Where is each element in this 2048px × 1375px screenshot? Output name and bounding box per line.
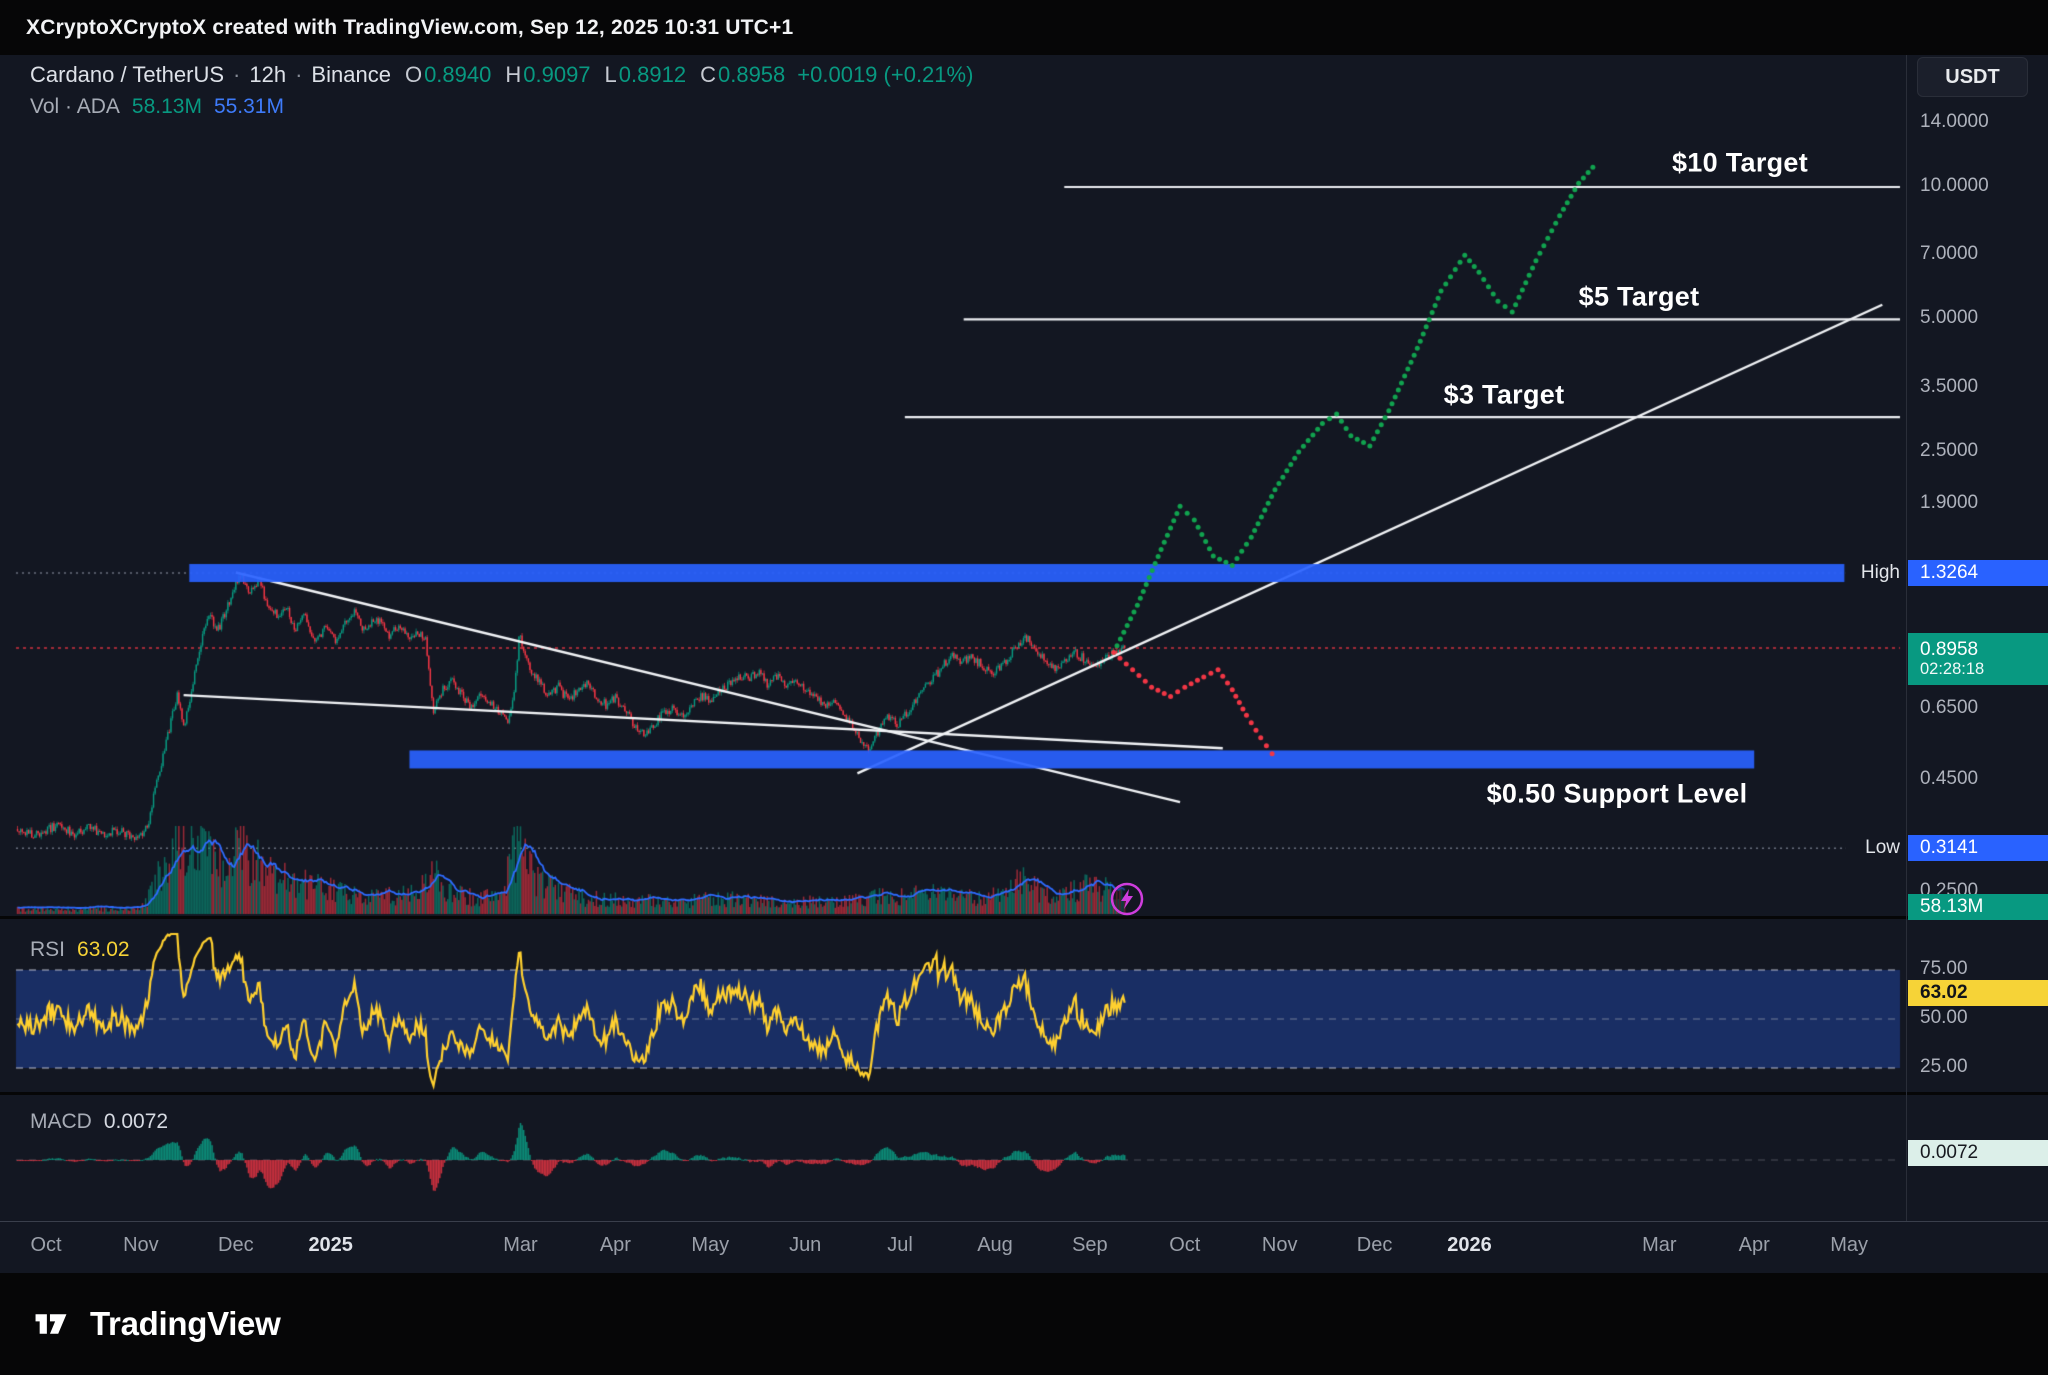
last-price-value: 0.8958 — [1920, 639, 1979, 661]
separator-dot: · — [233, 62, 241, 87]
rsi-legend[interactable]: RSI 63.02 — [30, 938, 130, 962]
ohlc-open: O0.8940 — [405, 62, 491, 88]
close-value: 0.8958 — [717, 62, 786, 87]
macd-legend[interactable]: MACD 0.0072 — [30, 1110, 168, 1134]
last-price-badge: 0.8958 02:28:18 — [1908, 633, 2048, 686]
macd-value: 0.0072 — [103, 1110, 169, 1133]
open-value: 0.8940 — [424, 62, 492, 87]
price-change: +0.0019 (+0.21%) — [797, 62, 974, 87]
ohlc-low: L0.8912 — [605, 62, 687, 88]
macd-title: MACD — [30, 1110, 92, 1133]
time-axis-label: May — [1830, 1234, 1868, 1256]
rsi-axis-label: 75.00 — [1920, 958, 1968, 979]
interval[interactable]: 12h — [249, 62, 287, 87]
time-axis-label: Apr — [1738, 1234, 1770, 1256]
footer-bar: TradingView — [0, 1273, 2048, 1375]
separator-dot: · — [295, 62, 303, 87]
target-5-annotation: $5 Target — [1578, 281, 1700, 312]
pane-separator[interactable] — [0, 1092, 2048, 1095]
price-axis-label: 3.5000 — [1920, 375, 1979, 397]
rsi-axis-label: 50.00 — [1920, 1007, 1968, 1028]
price-axis-label: 0.4500 — [1920, 767, 1979, 789]
price-axis-label: 7.0000 — [1920, 243, 1979, 265]
low-price-line-label: Low — [1846, 833, 1904, 864]
lightning-marker-icon — [1109, 881, 1145, 922]
target-10-annotation: $10 Target — [1671, 147, 1809, 178]
rsi-value-badge: 63.02 — [1908, 980, 2048, 1007]
time-axis-label: Mar — [1642, 1234, 1677, 1256]
price-axis-label: 5.0000 — [1920, 307, 1979, 329]
time-axis-label: Sep — [1072, 1234, 1108, 1256]
time-axis-label: Dec — [218, 1234, 254, 1256]
target-3-annotation: $3 Target — [1443, 379, 1565, 410]
time-axis-label: Oct — [30, 1234, 62, 1256]
axis-border — [1906, 55, 1907, 1221]
tradingview-wordmark: TradingView — [90, 1305, 281, 1342]
time-axis-label: Aug — [977, 1234, 1013, 1256]
attribution-bar: XCryptoXCryptoX created with TradingView… — [0, 0, 2048, 55]
high-price-line-label: High — [1846, 558, 1904, 589]
time-axis-label: Jul — [887, 1234, 913, 1256]
close-label: C — [700, 62, 716, 87]
price-axis-label: 0.6500 — [1920, 697, 1979, 719]
time-axis-label: Nov — [1261, 1234, 1298, 1256]
ohlc-close: C0.8958 — [700, 62, 785, 88]
support-level-annotation: $0.50 Support Level — [1486, 778, 1748, 809]
open-label: O — [404, 62, 423, 87]
time-axis-label: Mar — [503, 1234, 538, 1256]
low-price-badge: 0.3141 — [1908, 835, 2048, 862]
low-label: L — [604, 62, 617, 87]
rsi-value: 63.02 — [77, 938, 130, 961]
price-axis-label: 2.5000 — [1920, 439, 1979, 461]
tradingview-logo-icon — [35, 1314, 67, 1334]
volume-badge: 58.13M — [1908, 894, 2048, 920]
time-axis-label: Oct — [1169, 1234, 1201, 1256]
exchange[interactable]: Binance — [311, 62, 391, 87]
time-axis-label: Nov — [123, 1234, 159, 1256]
time-axis-label: Apr — [599, 1234, 631, 1256]
volume-row: Vol · ADA 58.13M 55.31M — [30, 95, 973, 119]
high-label: H — [505, 62, 522, 87]
pane-separator[interactable] — [0, 916, 2048, 919]
symbol-row: Cardano / TetherUS · 12h · Binance O0.89… — [30, 62, 973, 88]
volume-ma-value: 55.31M — [213, 95, 284, 118]
high-value: 0.9097 — [523, 62, 591, 87]
price-axis-label: 1.9000 — [1920, 492, 1979, 514]
rsi-axis-label: 25.00 — [1920, 1056, 1968, 1077]
price-axis-label: 14.0000 — [1920, 110, 1989, 132]
tradingview-logo[interactable]: TradingView — [28, 1305, 281, 1343]
low-value: 0.8912 — [618, 62, 687, 87]
time-axis-label: 2025 — [308, 1234, 353, 1256]
currency-toggle-button[interactable]: USDT — [1917, 57, 2028, 97]
attribution-text: XCryptoXCryptoX created with TradingView… — [26, 15, 794, 39]
candle-countdown: 02:28:18 — [1920, 660, 1985, 679]
macd-value-badge: 0.0072 — [1908, 1140, 2048, 1167]
time-axis-label: Jun — [789, 1234, 822, 1256]
ohlc-high: H0.9097 — [505, 62, 590, 88]
volume-label[interactable]: Vol · ADA — [30, 95, 120, 118]
time-axis-label: Dec — [1356, 1234, 1393, 1256]
time-axis-label: May — [691, 1234, 730, 1256]
price-axis-label: 10.0000 — [1920, 175, 1989, 196]
time-axis-label: 2026 — [1447, 1234, 1492, 1256]
volume-value: 58.13M — [131, 95, 202, 118]
rsi-title: RSI — [30, 938, 66, 961]
chart-legend: Cardano / TetherUS · 12h · Binance O0.89… — [30, 62, 973, 119]
time-axis[interactable]: Oct Nov Dec 2025 Mar Apr May Jun Jul Aug… — [0, 1221, 2048, 1273]
high-price-badge: 1.3264 — [1908, 560, 2048, 587]
symbol-name[interactable]: Cardano / TetherUS — [30, 62, 225, 87]
